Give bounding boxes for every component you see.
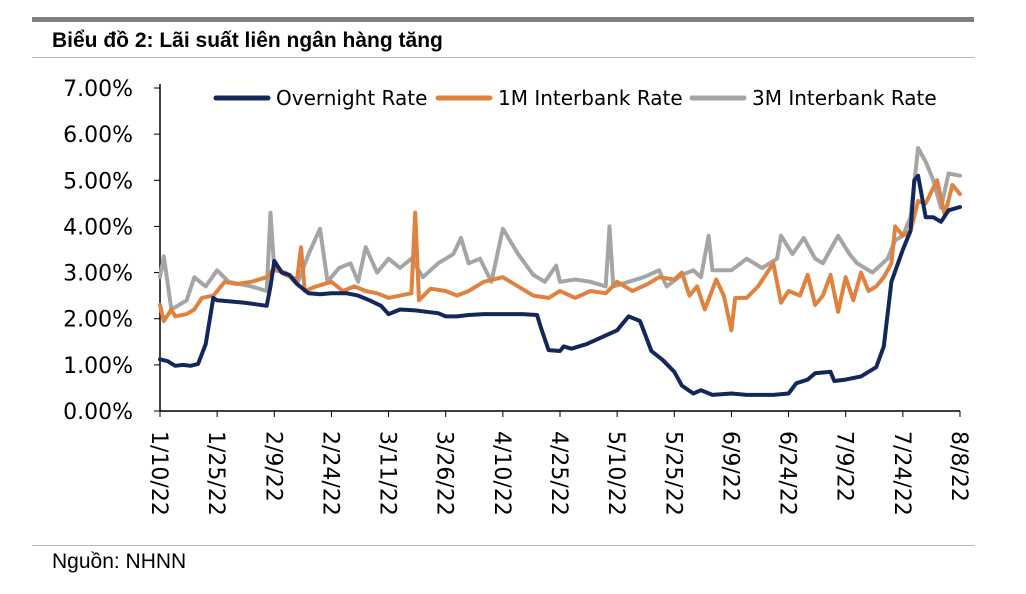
y-axis: 0.00% 1.00% 2.00% 3.00% 4.00% 5.00% 6.00% 7.00% (63, 77, 161, 425)
x-tick-label: 4/25/22 (546, 431, 571, 516)
chart-title: Biểu đồ 2: Lãi suất liên ngân hàng tăng (52, 29, 443, 52)
series-line-3m (158, 146, 962, 312)
x-tick-label: 6/9/22 (717, 431, 742, 502)
x-tick-label: 7/24/22 (889, 431, 914, 516)
y-tick-label: 1.00% (63, 354, 133, 379)
legend-label: 1M Interbank Rate (498, 86, 683, 110)
series-line-1m (158, 178, 962, 333)
x-tick-label: 3/26/22 (432, 431, 457, 516)
x-axis: 1/10/22 1/25/22 2/9/22 2/24/22 3/11/22 3/26/2… (146, 410, 971, 516)
y-tick-label: 7.00% (63, 77, 133, 102)
x-tick-label: 1/25/22 (203, 431, 228, 516)
legend: Overnight Rate 1M Interbank Rate 3M Interb… (213, 86, 937, 110)
header-rule (32, 17, 974, 22)
series-line-overnight (158, 173, 962, 397)
y-tick-label: 3.00% (63, 262, 133, 287)
footer-divider (32, 545, 974, 546)
x-tick-label: 5/10/22 (603, 431, 628, 516)
x-tick-label: 7/9/22 (832, 431, 857, 502)
y-tick-label: 5.00% (63, 169, 133, 194)
y-tick-label: 0.00% (63, 400, 133, 425)
y-tick-label: 6.00% (63, 123, 133, 148)
source-note: Nguồn: NHNN (52, 550, 187, 573)
x-tick-label: 1/10/22 (146, 431, 171, 516)
x-tick-label: 2/9/22 (260, 431, 285, 502)
series-layer (158, 146, 962, 397)
legend-label: Overnight Rate (276, 86, 427, 110)
title-divider (32, 57, 974, 58)
x-tick-label: 3/11/22 (375, 431, 400, 516)
x-tick-label: 4/10/22 (489, 431, 514, 516)
x-tick-label: 5/25/22 (660, 431, 685, 516)
y-tick-label: 4.00% (63, 215, 133, 240)
legend-label: 3M Interbank Rate (752, 86, 937, 110)
x-tick-label: 8/8/22 (946, 431, 971, 502)
x-tick-label: 6/24/22 (775, 431, 800, 516)
x-tick-label: 2/24/22 (317, 431, 342, 516)
interbank-rate-line-chart: 0.00% 1.00% 2.00% 3.00% 4.00% 5.00% 6.00% 7.00%… (63, 77, 971, 516)
y-tick-label: 2.00% (63, 308, 133, 333)
